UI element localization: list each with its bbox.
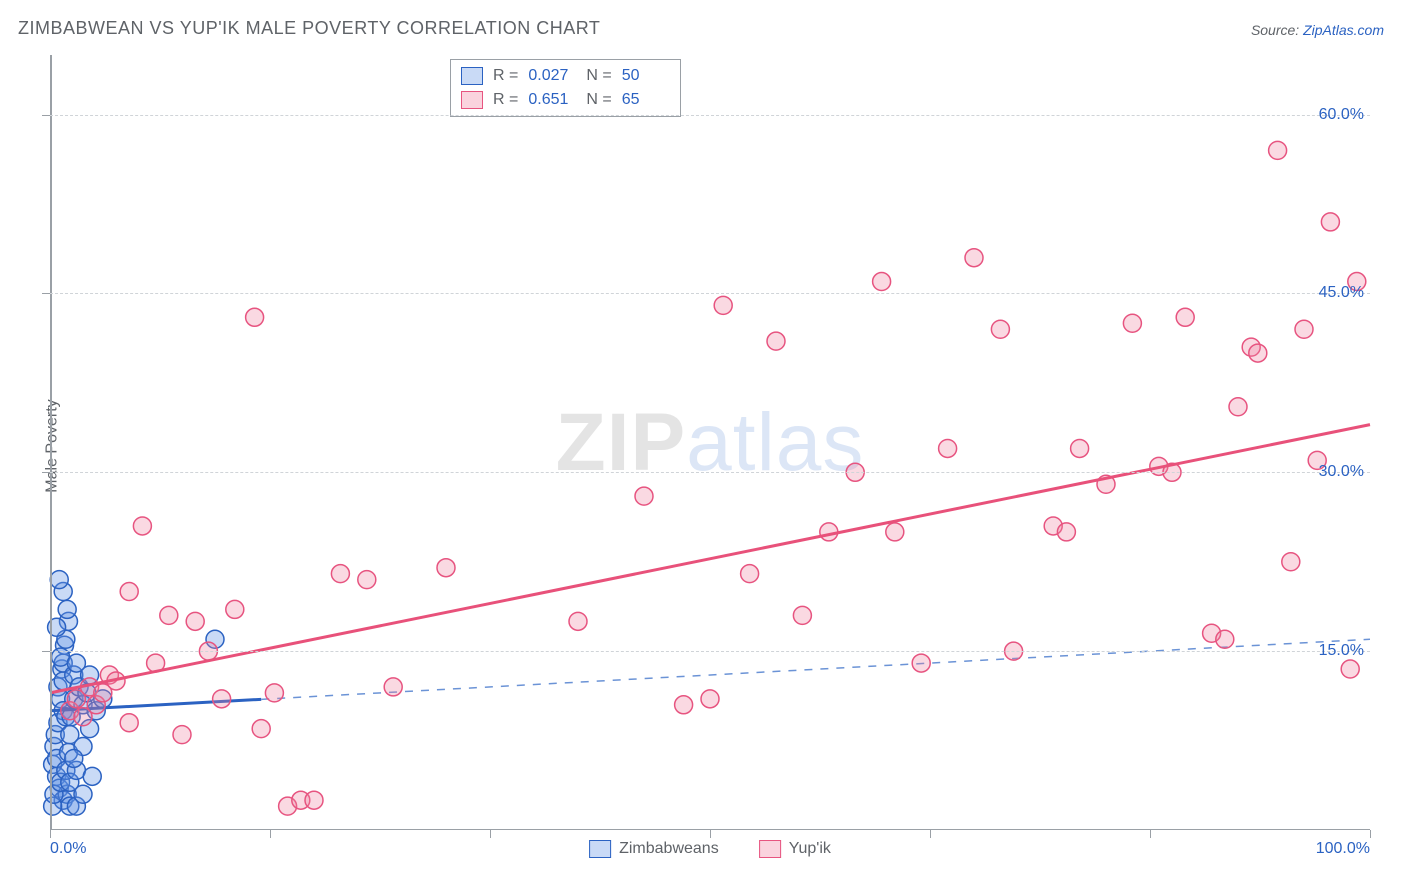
scatter-point (133, 517, 151, 535)
scatter-point (1176, 308, 1194, 326)
legend-n-key: N = (586, 67, 611, 85)
scatter-point (58, 600, 76, 618)
gridline-h (50, 115, 1370, 116)
scatter-point (1282, 553, 1300, 571)
legend-r-key: R = (493, 91, 518, 109)
source-attribution: Source: ZipAtlas.com (1251, 22, 1384, 38)
y-tick (42, 651, 50, 652)
scatter-point (226, 600, 244, 618)
scatter-point (1123, 314, 1141, 332)
scatter-point (305, 791, 323, 809)
scatter-point (741, 565, 759, 583)
scatter-point (50, 571, 68, 589)
scatter-point (65, 749, 83, 767)
source-label: Source: (1251, 22, 1303, 38)
scatter-point (384, 678, 402, 696)
scatter-point (173, 726, 191, 744)
correlation-legend-row: R = 0.651 N = 65 (461, 88, 670, 112)
scatter-point (1216, 630, 1234, 648)
scatter-point (1249, 344, 1267, 362)
x-tick-label: 100.0% (1316, 840, 1370, 858)
chart-title: ZIMBABWEAN VS YUP'IK MALE POVERTY CORREL… (18, 18, 600, 39)
scatter-point (1295, 320, 1313, 338)
legend-n-value: 65 (622, 91, 670, 109)
legend-r-key: R = (493, 67, 518, 85)
scatter-point (965, 249, 983, 267)
scatter-point (265, 684, 283, 702)
scatter-point (120, 583, 138, 601)
scatter-point (1057, 523, 1075, 541)
scatter-point (252, 720, 270, 738)
x-tick-label: 0.0% (50, 840, 86, 858)
correlation-legend-row: R = 0.027 N = 50 (461, 64, 670, 88)
gridline-h (50, 472, 1370, 473)
chart-svg (50, 55, 1370, 830)
x-tick (710, 830, 711, 838)
scatter-point (675, 696, 693, 714)
gridline-h (50, 651, 1370, 652)
x-tick (1150, 830, 1151, 838)
trend-line-dashed (261, 639, 1370, 699)
legend-swatch (461, 67, 483, 85)
series-legend: Zimbabweans Yup'ik (589, 840, 831, 858)
legend-swatch (461, 91, 483, 109)
scatter-point (1321, 213, 1339, 231)
series-legend-label: Yup'ik (789, 840, 831, 858)
scatter-point (1071, 439, 1089, 457)
gridline-h (50, 293, 1370, 294)
x-tick (270, 830, 271, 838)
scatter-point (186, 612, 204, 630)
x-tick (490, 830, 491, 838)
y-axis-line (50, 55, 52, 830)
scatter-point (358, 571, 376, 589)
scatter-point (714, 296, 732, 314)
scatter-point (701, 690, 719, 708)
chart-plot-area: ZIPatlas R =0.027N =50R =0.651N =65 Zimb… (50, 55, 1370, 830)
scatter-point (437, 559, 455, 577)
scatter-point (635, 487, 653, 505)
scatter-point (1341, 660, 1359, 678)
scatter-point (213, 690, 231, 708)
scatter-point (331, 565, 349, 583)
y-tick-label: 45.0% (1319, 284, 1364, 302)
scatter-point (939, 439, 957, 457)
series-legend-item: Yup'ik (759, 840, 831, 858)
y-tick-label: 30.0% (1319, 463, 1364, 481)
y-tick-label: 15.0% (1319, 642, 1364, 660)
scatter-point (793, 606, 811, 624)
source-value: ZipAtlas.com (1303, 22, 1384, 38)
scatter-point (120, 714, 138, 732)
legend-swatch (759, 840, 781, 858)
scatter-point (1229, 398, 1247, 416)
series-legend-label: Zimbabweans (619, 840, 719, 858)
y-tick-label: 60.0% (1319, 106, 1364, 124)
scatter-point (912, 654, 930, 672)
y-tick (42, 472, 50, 473)
legend-n-key: N = (586, 91, 611, 109)
scatter-point (160, 606, 178, 624)
x-tick (50, 830, 51, 838)
scatter-point (246, 308, 264, 326)
legend-n-value: 50 (622, 67, 670, 85)
series-legend-item: Zimbabweans (589, 840, 719, 858)
trend-line-solid (50, 425, 1370, 693)
correlation-legend: R = 0.027 N = 50 R = 0.651 N = 65 (450, 59, 681, 117)
x-tick (930, 830, 931, 838)
y-tick (42, 293, 50, 294)
scatter-point (1269, 141, 1287, 159)
scatter-point (569, 612, 587, 630)
scatter-point (873, 273, 891, 291)
legend-r-value: 0.027 (528, 67, 576, 85)
scatter-point (991, 320, 1009, 338)
x-tick (1370, 830, 1371, 838)
y-tick (42, 115, 50, 116)
scatter-point (767, 332, 785, 350)
scatter-point (83, 767, 101, 785)
scatter-point (886, 523, 904, 541)
scatter-point (74, 785, 92, 803)
legend-swatch (589, 840, 611, 858)
legend-r-value: 0.651 (528, 91, 576, 109)
